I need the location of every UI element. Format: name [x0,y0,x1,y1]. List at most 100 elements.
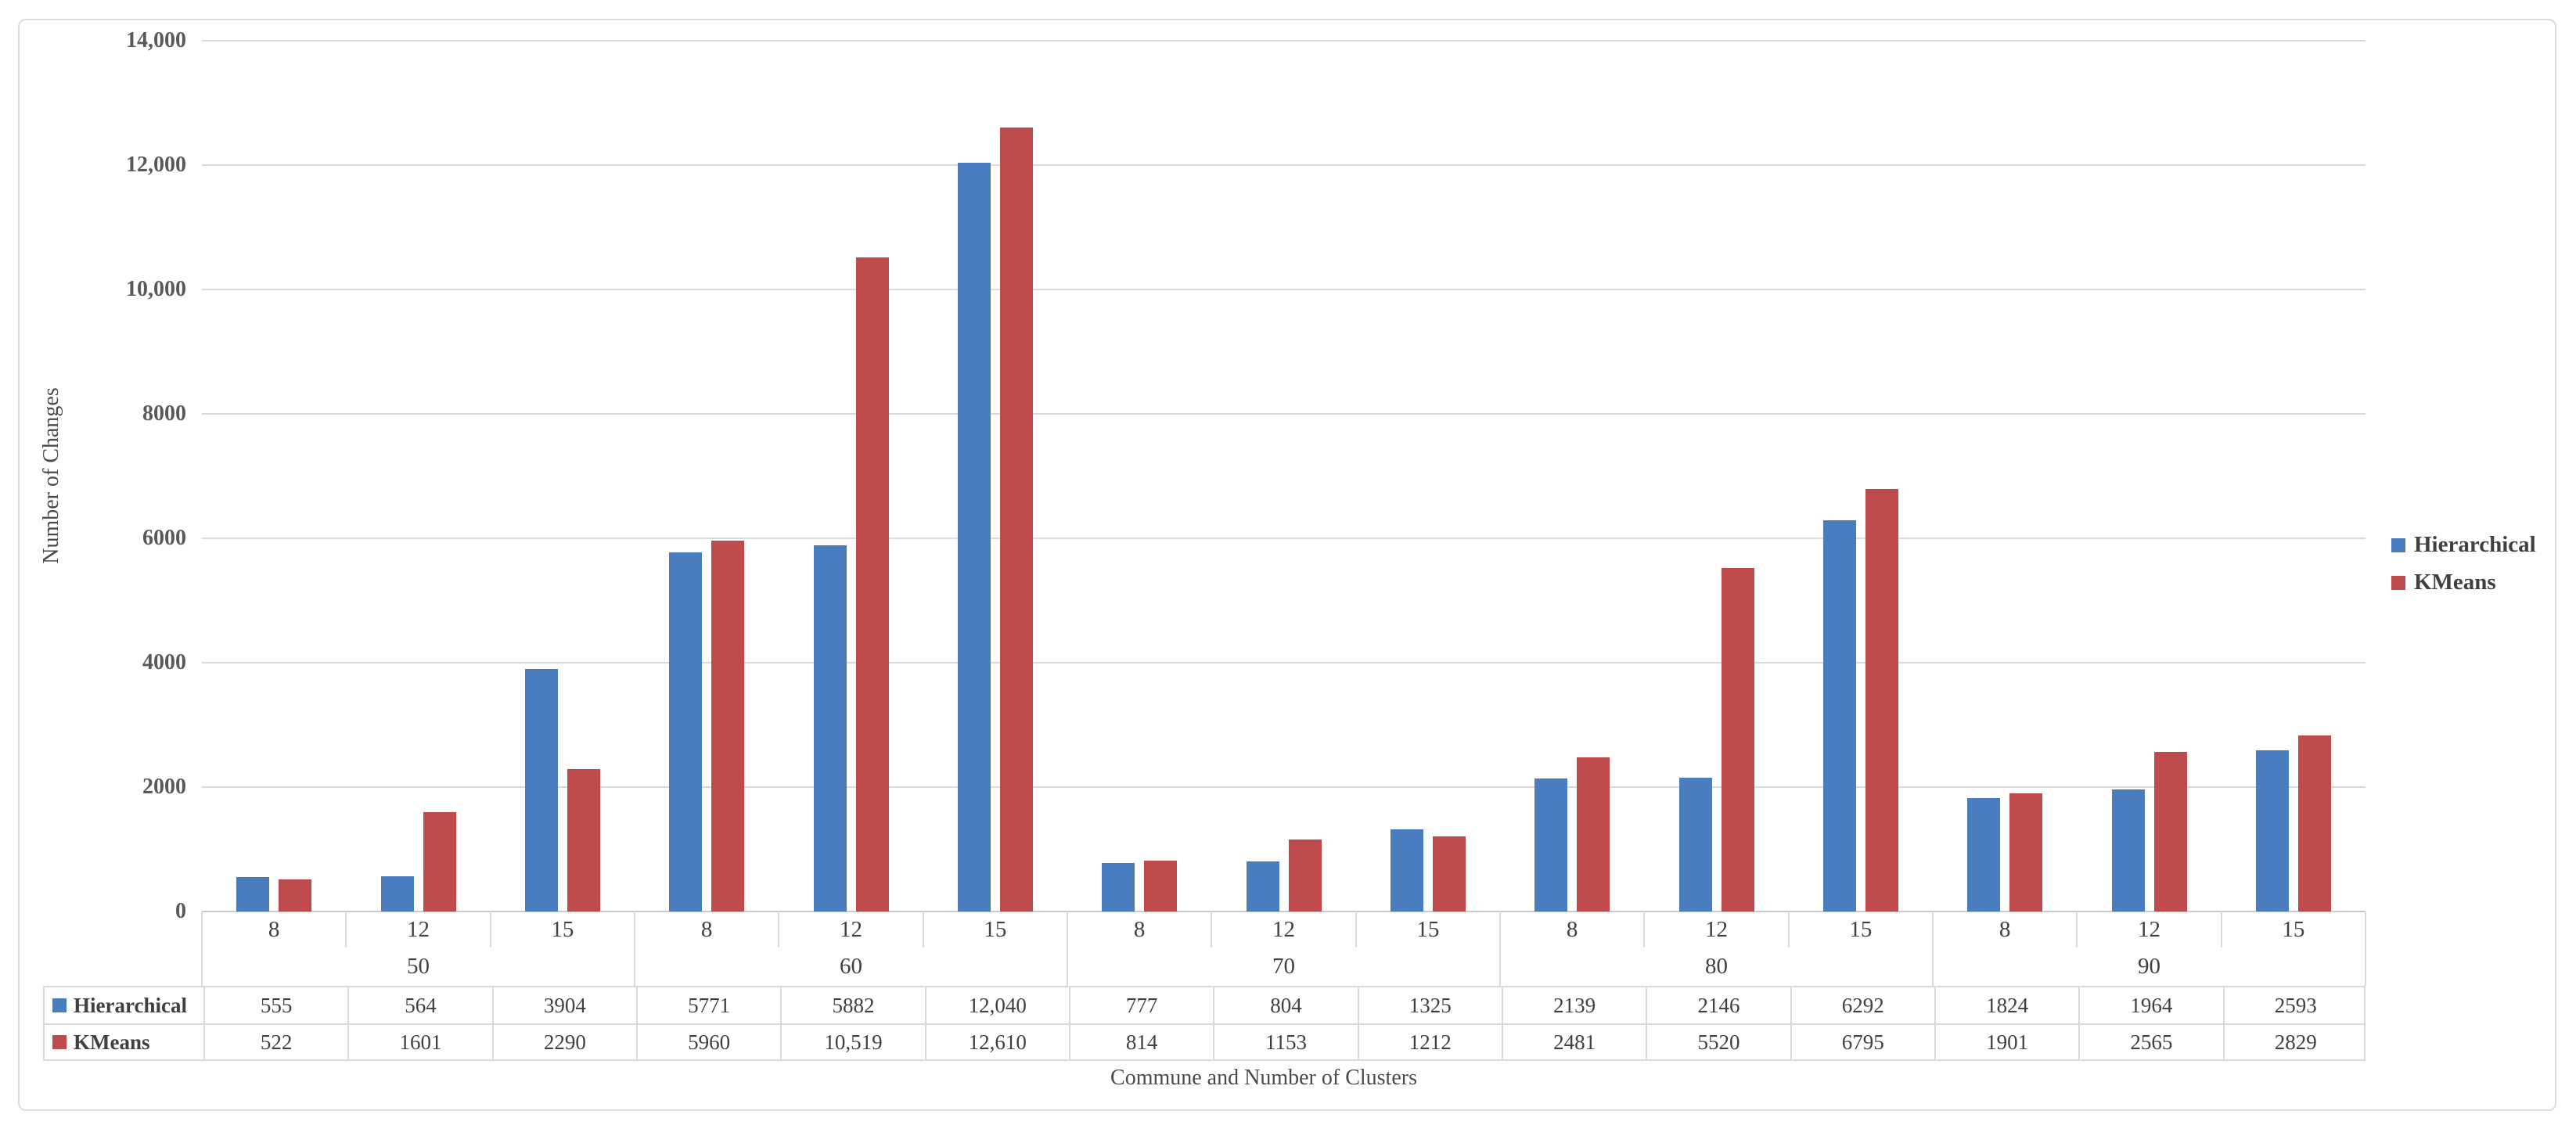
x-label-clusters-70-8: 8 [1133,916,1146,942]
x-label-commune-50: 50 [407,954,430,979]
bar-hierarchical-60-8 [669,552,702,911]
table-cell-hierarchical-0: 555 [203,987,347,1023]
table-row-header-label: KMeans [74,1030,150,1054]
group-separator [1067,911,1068,986]
bar-kmeans-90-8 [2009,793,2042,911]
group-separator [2365,911,2366,986]
gridline-12000 [202,164,2366,166]
bar-hierarchical-80-15 [1823,520,1856,911]
y-tick-label-6000: 6000 [142,526,186,550]
y-tick-label-8000: 8000 [142,401,186,426]
bar-hierarchical-70-15 [1391,829,1423,911]
table-row-header-hierarchical: Hierarchical [45,987,203,1023]
x-label-clusters-50-15: 15 [551,916,574,942]
table-cell-kmeans-9: 2481 [1501,1025,1646,1059]
hierarchical-legend-swatch-icon [2391,538,2405,552]
table-cell-hierarchical-13: 1964 [2078,987,2222,1023]
table-row-kmeans: KMeans 522 1601 2290 5960 10,519 12,610 814 1153… [45,1023,2364,1059]
x-label-clusters-50-12: 12 [406,916,430,942]
table-cell-kmeans-5: 12,610 [924,1025,1069,1059]
x-axis-title: Commune and Number of Clusters [1110,1066,1417,1090]
category-separator [489,911,491,947]
y-tick-label-12000: 12,000 [126,153,186,177]
bar-kmeans-90-15 [2298,735,2331,911]
table-cell-hierarchical-2: 3904 [491,987,636,1023]
category-separator [2220,911,2222,947]
x-label-clusters-80-15: 15 [1849,916,1873,942]
table-cell-kmeans-13: 2565 [2078,1025,2222,1059]
kmeans-legend-swatch-icon [2391,575,2405,590]
bar-kmeans-80-12 [1722,568,1754,911]
bar-hierarchical-90-8 [1967,798,2000,911]
bar-kmeans-90-12 [2154,752,2187,911]
x-label-clusters-80-12: 12 [1704,916,1728,942]
table-cell-kmeans-6: 814 [1068,1025,1213,1059]
x-label-commune-90: 90 [2138,954,2160,979]
bar-kmeans-50-15 [567,769,600,911]
category-separator [1643,911,1646,947]
table-cell-kmeans-10: 5520 [1646,1025,1790,1059]
legend-entry-hierarchical: Hierarchical [2391,532,2536,558]
legend-label-hierarchical: Hierarchical [2414,532,2536,557]
x-label-clusters-70-15: 15 [1416,916,1440,942]
group-separator [1932,911,1934,986]
table-row-header-label: Hierarchical [74,993,187,1017]
group-separator [634,911,635,986]
bar-hierarchical-60-12 [814,545,847,911]
category-separator [922,911,924,947]
table-cell-kmeans-8: 1212 [1357,1025,1502,1059]
bar-hierarchical-90-12 [2112,789,2145,911]
x-label-commune-60: 60 [840,954,862,979]
bar-kmeans-80-8 [1577,757,1610,911]
category-separator [1355,911,1357,947]
x-label-commune-70: 70 [1272,954,1295,979]
category-separator [2076,911,2078,947]
gridline-8000 [202,413,2366,415]
table-cell-hierarchical-8: 1325 [1357,987,1502,1023]
category-separator [345,911,347,947]
bar-hierarchical-60-15 [958,163,991,911]
bar-kmeans-50-12 [423,812,456,911]
x-label-clusters-50-8: 8 [268,916,280,942]
x-label-clusters-90-12: 12 [2137,916,2160,942]
gridline-4000 [202,662,2366,663]
y-tick-label-14000: 14,000 [126,28,186,52]
table-cell-kmeans-2: 2290 [491,1025,636,1059]
gridline-0 [202,911,2366,912]
kmeans-swatch-icon [52,1035,67,1049]
gridline-6000 [202,538,2366,539]
bar-hierarchical-80-8 [1534,778,1567,911]
table-cell-hierarchical-11: 6292 [1790,987,1934,1023]
legend-label-kmeans: KMeans [2414,570,2496,595]
bar-kmeans-60-8 [711,541,744,911]
table-cell-hierarchical-4: 5882 [780,987,924,1023]
table-cell-kmeans-4: 10,519 [780,1025,924,1059]
table-cell-hierarchical-5: 12,040 [924,987,1069,1023]
y-tick-label-2000: 2000 [142,775,186,799]
gridline-14000 [202,40,2366,41]
x-label-clusters-60-12: 12 [839,916,862,942]
data-table: Hierarchical 555 564 3904 5771 5882 12,040 777 8… [43,986,2366,1061]
bar-hierarchical-70-12 [1247,861,1279,911]
x-label-clusters-90-15: 15 [2282,916,2305,942]
table-cell-kmeans-14: 2829 [2222,1025,2367,1059]
y-tick-label-10000: 10,000 [126,277,186,301]
group-separator [1499,911,1501,986]
table-cell-kmeans-12: 1901 [1934,1025,2078,1059]
bar-hierarchical-50-15 [525,669,558,911]
x-label-commune-80: 80 [1705,954,1728,979]
table-cell-kmeans-7: 1153 [1213,1025,1357,1059]
table-cell-hierarchical-7: 804 [1213,987,1357,1023]
y-tick-label-0: 0 [175,899,186,923]
bar-hierarchical-50-8 [236,877,269,911]
bar-kmeans-70-12 [1289,840,1322,911]
table-row-header-kmeans: KMeans [45,1025,203,1059]
table-cell-kmeans-0: 522 [203,1025,347,1059]
gridline-10000 [202,289,2366,290]
bar-kmeans-70-8 [1144,861,1177,911]
table-cell-hierarchical-6: 777 [1068,987,1213,1023]
table-cell-hierarchical-1: 564 [347,987,491,1023]
bar-hierarchical-90-15 [2256,750,2289,911]
bar-kmeans-60-12 [856,257,889,911]
